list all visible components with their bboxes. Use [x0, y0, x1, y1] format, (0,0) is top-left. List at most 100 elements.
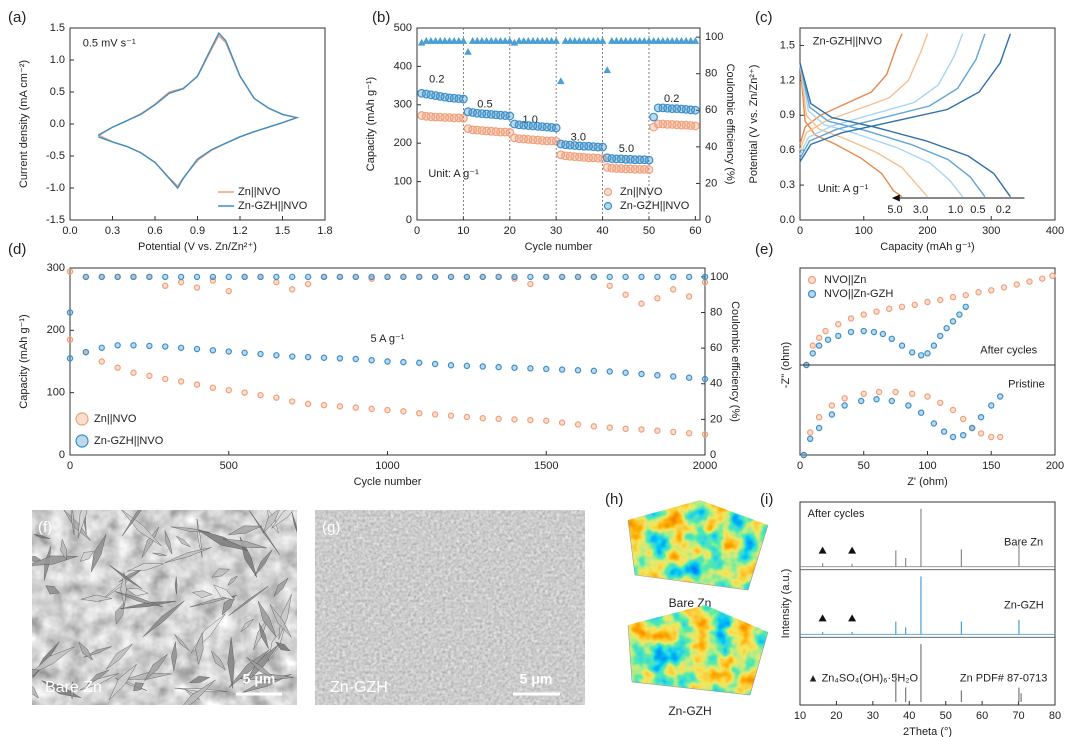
x-tick-label: 30	[867, 710, 879, 722]
data-point	[209, 384, 217, 391]
data-point	[225, 386, 232, 394]
x-tick-label: 300	[982, 225, 1000, 237]
data-point	[431, 360, 439, 368]
data-point	[543, 273, 550, 281]
data-point	[949, 318, 957, 325]
data-point	[98, 358, 105, 365]
data-point	[590, 367, 598, 375]
data-line	[799, 33, 1012, 198]
flake	[249, 510, 280, 555]
y-tick-label: 0.3	[780, 179, 795, 191]
data-point	[146, 342, 153, 350]
data-point	[949, 433, 957, 441]
x-tick-label: 0.6	[147, 225, 162, 237]
data-point	[527, 365, 534, 372]
y-tick-label: 300	[47, 262, 65, 274]
x-tick-label: 0.3	[105, 225, 120, 237]
x-tick-label: 40	[903, 710, 915, 722]
data-point	[177, 378, 185, 385]
flake	[71, 510, 75, 535]
data-point	[670, 286, 677, 293]
data-point	[701, 375, 709, 383]
data-line	[97, 34, 300, 188]
data-point	[225, 348, 232, 355]
data-point	[875, 388, 883, 396]
data-point	[304, 353, 312, 361]
data-point	[701, 431, 709, 438]
legend-label: NVO||Zn	[824, 274, 866, 286]
data-point	[937, 332, 944, 340]
annotation: 5.0	[619, 143, 634, 155]
flake	[211, 568, 231, 578]
data-point	[543, 365, 550, 373]
data-point	[510, 38, 519, 46]
panel-label: (e)	[755, 241, 773, 258]
data-point	[416, 359, 423, 366]
flake	[152, 552, 167, 556]
data-point	[824, 336, 832, 343]
data-point	[975, 289, 982, 296]
y-tick-label: 1.5	[50, 22, 65, 34]
y-axis-label: Capacity (mAh g⁻¹)	[365, 77, 377, 171]
legend-label: Zn-GZH||NVO	[620, 200, 690, 212]
legend-label: Zn||NVO	[238, 186, 281, 198]
annotation: Zn-GZH||NVO	[813, 35, 883, 47]
legend-swatch	[75, 412, 89, 426]
data-point	[815, 424, 823, 432]
data-point	[114, 273, 121, 281]
data-point	[479, 273, 486, 281]
flake	[78, 641, 94, 661]
data-point	[898, 303, 906, 310]
flake	[125, 588, 149, 596]
data-point	[431, 273, 439, 281]
y-tick-label: -1.0	[46, 182, 65, 194]
data-point	[447, 273, 455, 281]
data-point	[82, 348, 90, 356]
annotation: 0.5 mV s⁻¹	[83, 37, 136, 49]
data-point	[209, 273, 217, 281]
data-point	[701, 279, 709, 286]
data-point	[558, 273, 566, 281]
data-point	[937, 296, 944, 304]
data-point	[956, 311, 963, 318]
data-point	[574, 367, 582, 374]
annotation: 0.2	[664, 93, 679, 105]
data-point	[289, 273, 296, 281]
data-point	[677, 120, 686, 130]
x-tick-label: 200	[1046, 460, 1064, 472]
data-point	[873, 308, 880, 315]
x-tick-label: 40	[596, 225, 608, 237]
x-tick-label: 0	[67, 460, 73, 472]
data-point	[649, 112, 659, 122]
rate-label: 5.0	[887, 204, 902, 216]
x-tick-label: 200	[918, 225, 936, 237]
flake	[195, 632, 204, 665]
annotation: Zn-GZH	[1004, 599, 1044, 611]
y-tick-label: 100	[47, 387, 65, 399]
data-point	[621, 164, 631, 174]
data-point	[527, 280, 534, 288]
data-point	[822, 327, 829, 335]
y-tick-label: 500	[394, 22, 412, 34]
data-point	[943, 324, 950, 332]
data-point	[320, 273, 328, 281]
data-point	[584, 153, 594, 163]
annotation: Bare Zn	[1004, 537, 1043, 549]
flake	[133, 682, 144, 692]
data-point	[996, 393, 1004, 400]
data-point	[505, 128, 515, 137]
data-point	[241, 349, 248, 356]
flake	[115, 591, 163, 608]
y-tick-label: 0.9	[780, 109, 795, 121]
flake	[108, 664, 137, 701]
data-point	[505, 111, 515, 121]
flake	[121, 510, 162, 546]
data-line	[799, 33, 986, 198]
x-tick-label: 80	[1049, 710, 1061, 722]
data-point	[654, 427, 661, 434]
x-axis-label: Capacity (mAh g⁻¹)	[880, 241, 974, 253]
data-point	[690, 121, 700, 131]
data-point	[66, 268, 74, 275]
data-point	[336, 403, 344, 410]
data-point	[114, 364, 121, 371]
